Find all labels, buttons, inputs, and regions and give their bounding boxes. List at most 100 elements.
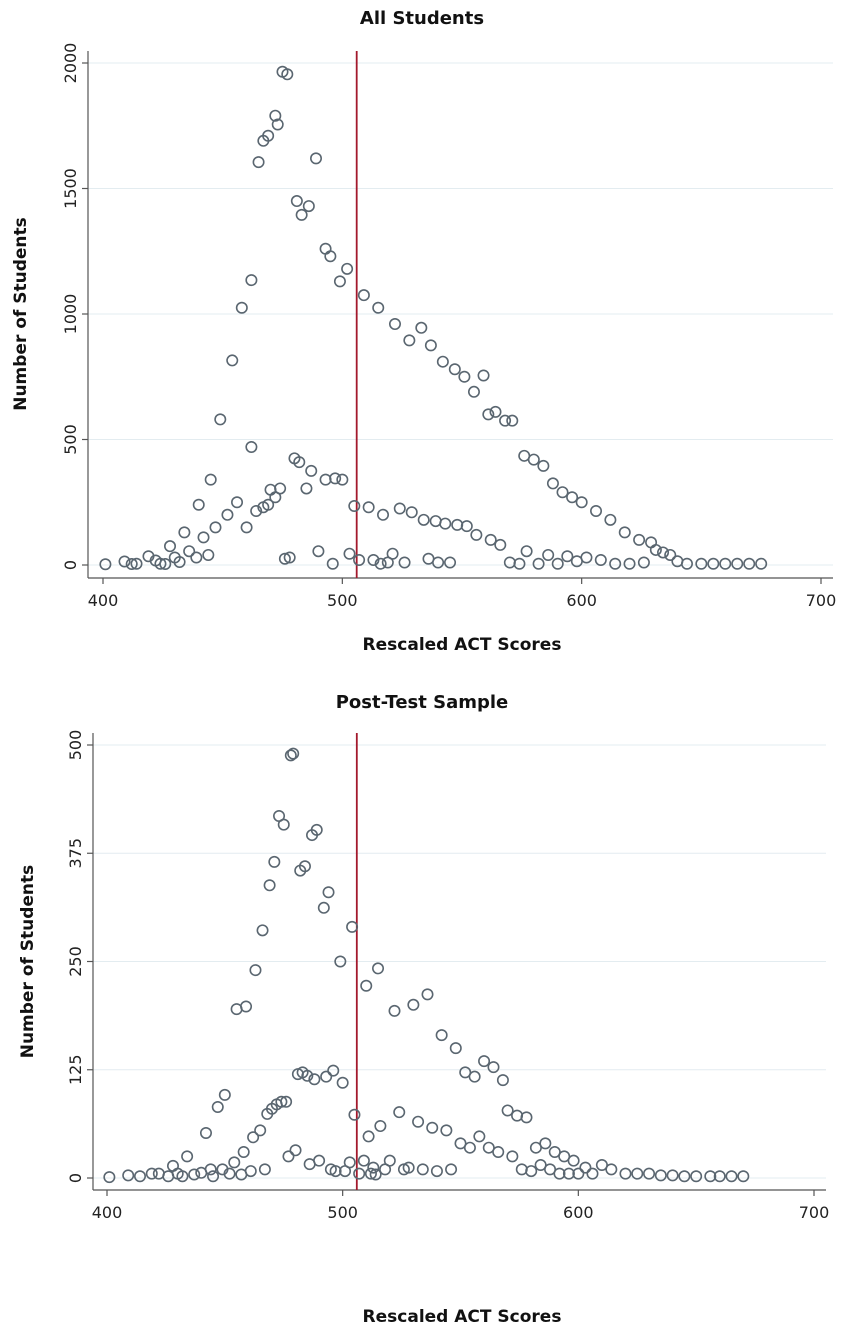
data-point	[133, 1170, 146, 1183]
data-point	[145, 1167, 158, 1180]
data-point	[562, 1167, 575, 1180]
data-point	[421, 988, 434, 1001]
data-point	[515, 1163, 528, 1176]
data-point	[336, 1076, 349, 1089]
data-point	[416, 1163, 429, 1176]
data-point	[207, 1170, 220, 1183]
data-point	[268, 855, 281, 868]
data-point	[580, 551, 593, 564]
data-point	[209, 521, 222, 534]
data-point	[558, 1150, 571, 1163]
data-point	[374, 1120, 387, 1133]
data-point	[435, 1029, 448, 1042]
data-point	[654, 1169, 667, 1182]
y-tick-label: 500	[61, 424, 80, 455]
data-point	[534, 1159, 547, 1172]
data-point	[586, 1167, 599, 1180]
data-point	[235, 301, 248, 314]
data-point	[449, 1042, 462, 1055]
data-point	[262, 129, 275, 142]
data-point	[743, 557, 756, 570]
data-point	[264, 483, 277, 496]
data-point	[388, 1004, 401, 1017]
y-tick-label: 0	[66, 1173, 85, 1183]
data-point	[245, 441, 258, 454]
data-point	[176, 1170, 189, 1183]
data-point	[369, 1168, 382, 1181]
data-point	[192, 498, 205, 511]
data-point	[271, 118, 284, 131]
data-point	[567, 1154, 580, 1167]
data-point	[295, 208, 308, 221]
data-point	[579, 1161, 592, 1174]
data-point	[417, 513, 430, 526]
data-point	[529, 1141, 542, 1154]
data-point	[301, 1069, 314, 1082]
data-point	[346, 920, 359, 933]
data-point	[197, 531, 210, 544]
data-point	[310, 823, 323, 836]
data-point	[707, 557, 720, 570]
data-point	[247, 1131, 260, 1144]
data-point	[324, 250, 337, 263]
data-point	[329, 1165, 342, 1178]
data-point	[398, 556, 411, 569]
data-point	[274, 482, 287, 495]
data-point	[470, 528, 483, 541]
data-point	[623, 557, 636, 570]
data-point	[282, 1150, 295, 1163]
data-point	[343, 547, 356, 560]
data-point	[561, 550, 574, 563]
data-point	[178, 526, 191, 539]
data-point	[527, 453, 540, 466]
data-point	[503, 556, 516, 569]
data-point	[181, 1150, 194, 1163]
chart-title: All Students	[360, 8, 484, 29]
data-point	[240, 1000, 253, 1013]
data-point	[605, 1163, 618, 1176]
data-point	[367, 1161, 380, 1174]
data-point	[478, 1055, 491, 1068]
data-point	[695, 557, 708, 570]
data-point	[594, 553, 607, 566]
data-point	[664, 548, 677, 561]
data-point	[494, 538, 507, 551]
data-point	[320, 1070, 333, 1083]
data-point	[228, 1156, 241, 1169]
data-point	[204, 1163, 217, 1176]
x-tick-label: 600	[563, 1203, 594, 1222]
data-point	[444, 556, 457, 569]
data-point	[468, 1070, 481, 1083]
data-point	[436, 355, 449, 368]
data-point	[415, 321, 428, 334]
data-point	[467, 385, 480, 398]
data-point	[506, 1150, 519, 1163]
data-point	[731, 557, 744, 570]
data-point	[280, 1095, 293, 1108]
data-point	[269, 109, 282, 122]
data-point	[506, 414, 519, 427]
data-point	[482, 1141, 495, 1154]
data-point	[329, 472, 342, 485]
data-point	[572, 1167, 585, 1180]
data-point	[326, 557, 339, 570]
data-point	[511, 1109, 524, 1122]
data-point	[327, 1064, 340, 1077]
data-point	[223, 1167, 236, 1180]
data-point	[489, 405, 502, 418]
data-point	[343, 1156, 356, 1169]
data-point	[357, 289, 370, 302]
data-point	[312, 545, 325, 558]
data-point	[275, 1095, 288, 1108]
x-axis-label: Rescaled ACT Scores	[363, 635, 562, 655]
data-point	[402, 1161, 415, 1174]
y-tick-label: 500	[66, 730, 85, 761]
data-point	[429, 515, 442, 528]
data-point	[305, 464, 318, 477]
data-point	[386, 547, 399, 560]
data-point	[364, 1167, 377, 1180]
data-point	[252, 156, 265, 169]
data-point	[166, 1159, 179, 1172]
data-point	[263, 879, 276, 892]
data-point	[556, 486, 569, 499]
